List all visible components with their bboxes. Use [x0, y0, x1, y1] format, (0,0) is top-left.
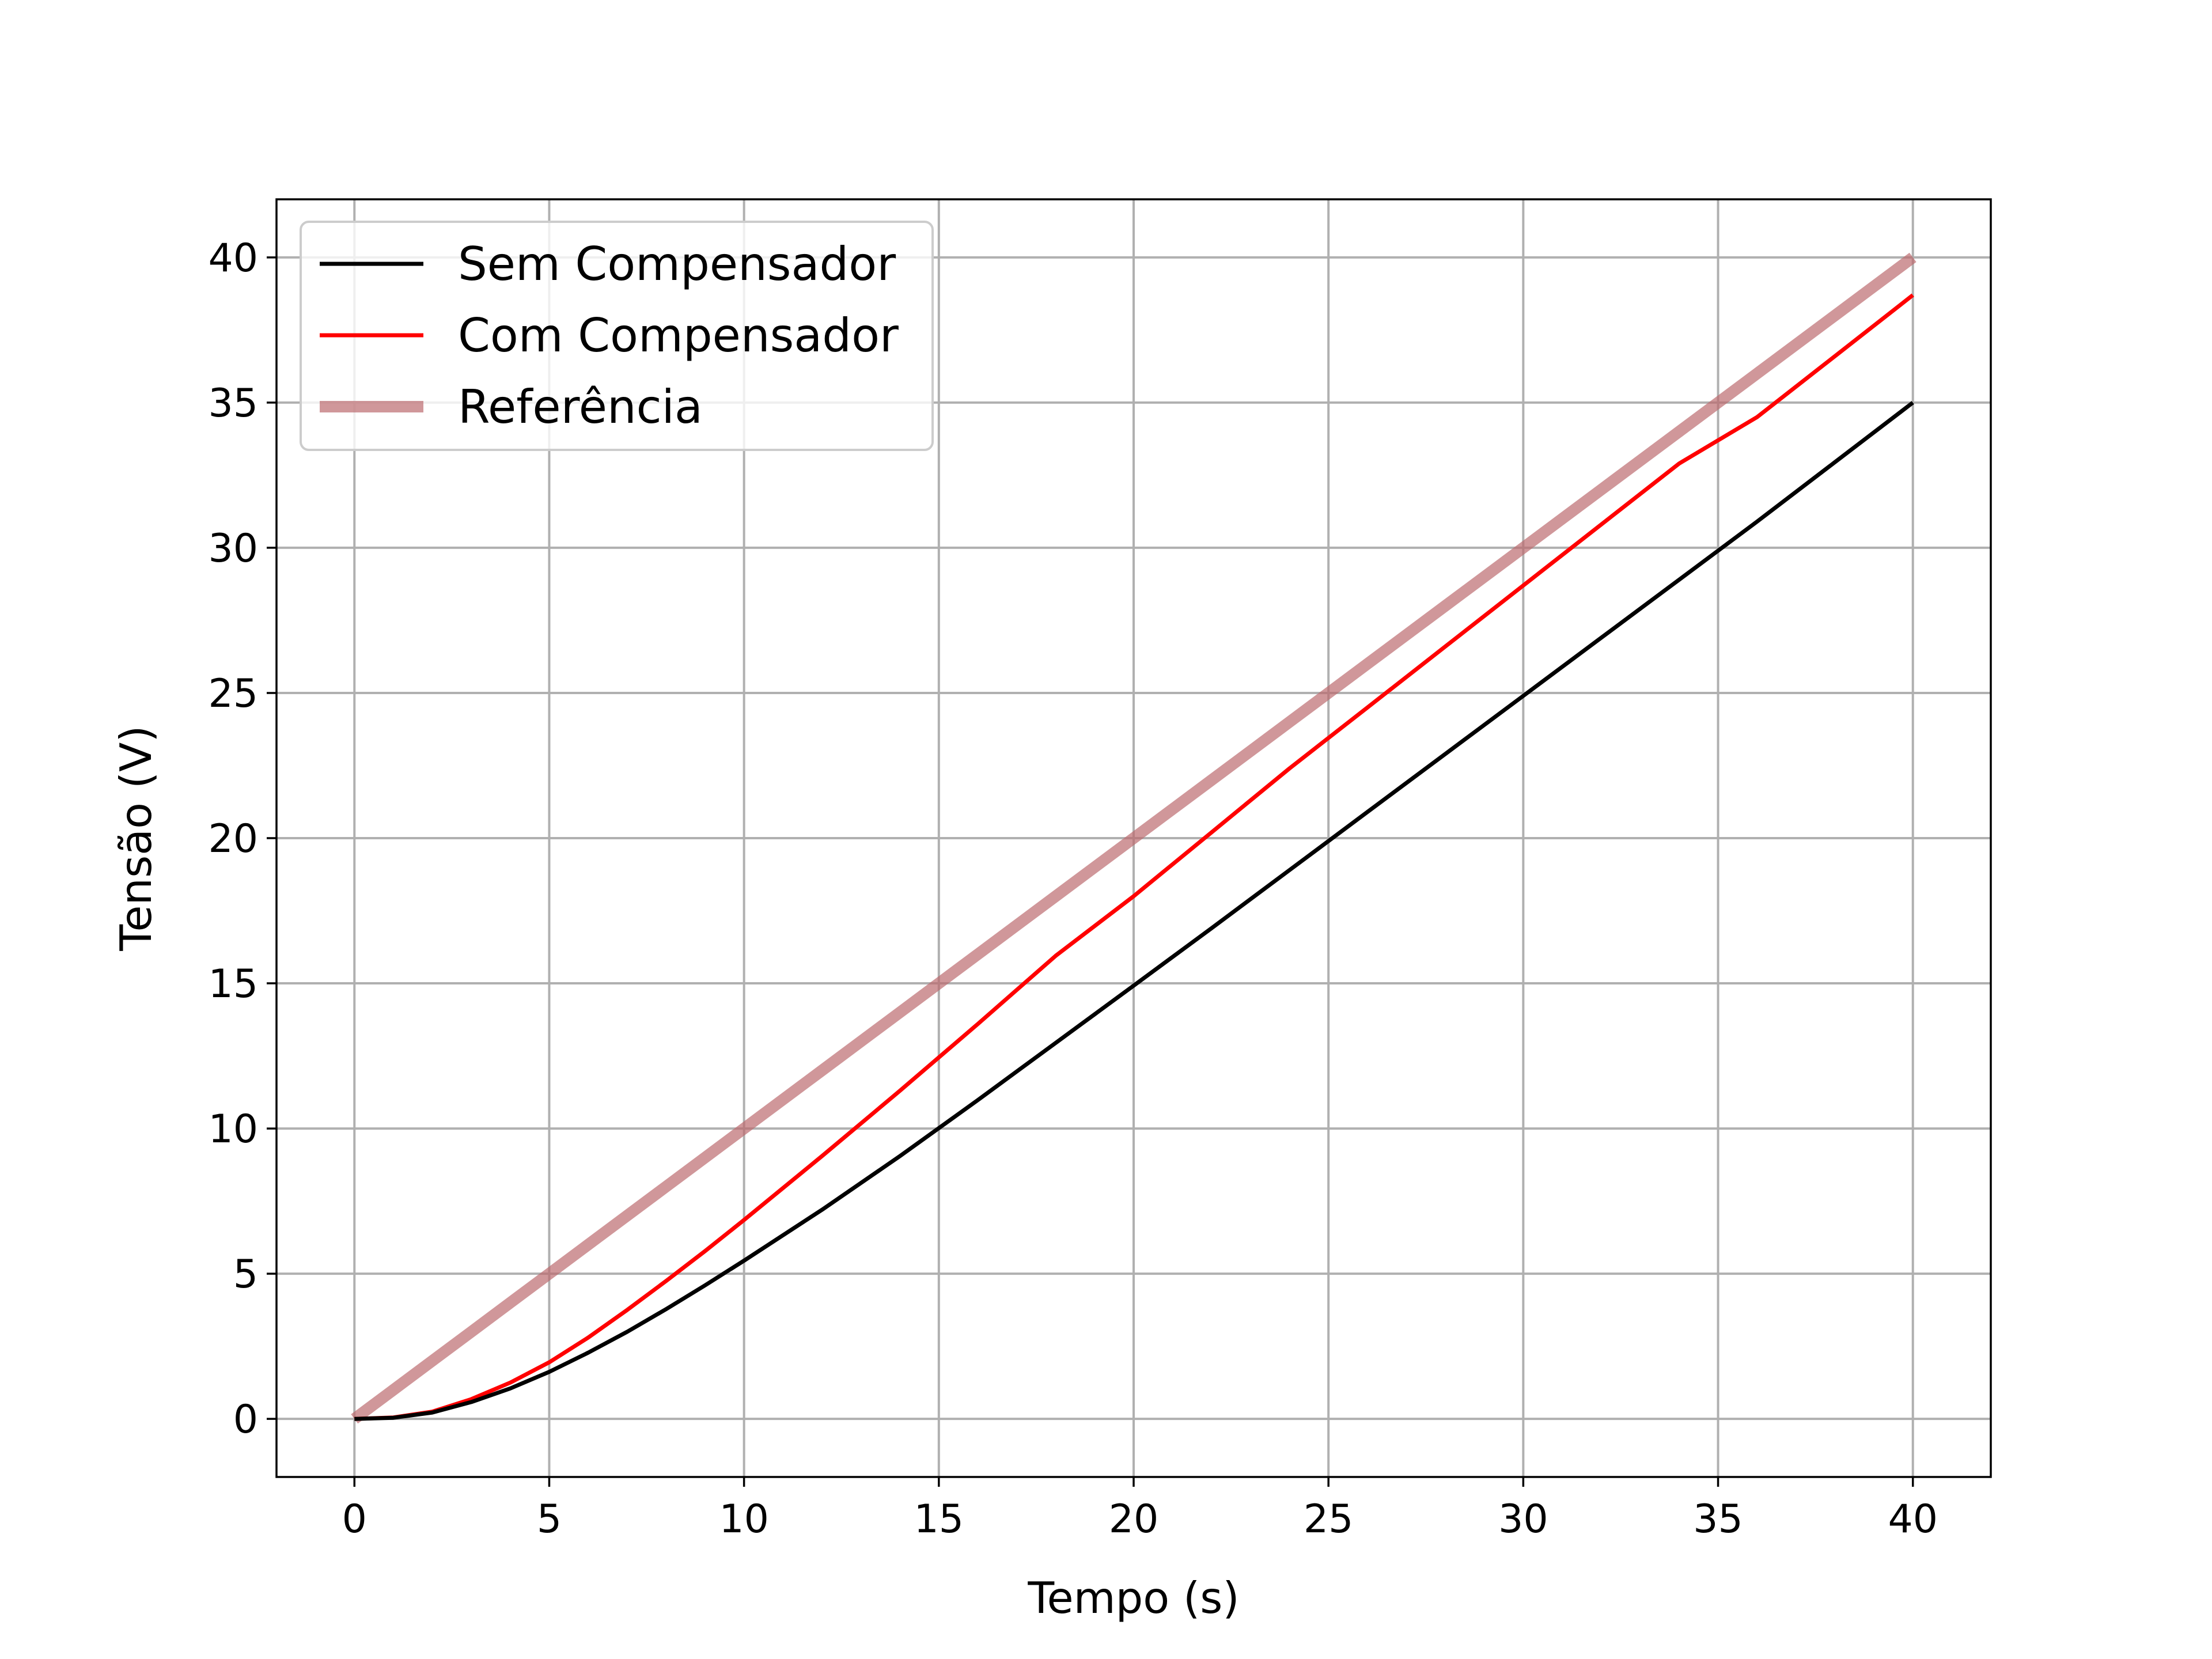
series-lines — [351, 252, 1916, 1424]
series-line-1 — [354, 293, 1914, 1421]
legend-label: Referência — [458, 380, 703, 434]
x-tick-label: 5 — [537, 1497, 562, 1542]
y-tick-label: 40 — [208, 236, 258, 281]
legend-label: Com Compensador — [458, 309, 899, 362]
x-tick-label: 10 — [719, 1497, 769, 1542]
series-line-0 — [354, 401, 1914, 1421]
legend-box — [300, 221, 934, 451]
x-tick-label: 0 — [342, 1497, 367, 1542]
series-line-2 — [351, 252, 1916, 1424]
y-tick-label: 15 — [208, 961, 258, 1007]
legend: Sem Compensador Com Compensador Referência — [300, 221, 934, 451]
x-tick-label: 15 — [914, 1497, 964, 1542]
x-axis-label: Tempo (s) — [1027, 1573, 1239, 1623]
y-tick-label: 30 — [208, 526, 258, 571]
legend-label: Sem Compensador — [458, 237, 896, 291]
axis-ticks: 0 5 10 15 20 25 30 35 40 0 5 10 15 20 25 30 35 40 — [208, 236, 1938, 1542]
x-tick-label: 35 — [1693, 1497, 1743, 1542]
y-tick-label: 0 — [233, 1397, 258, 1442]
y-tick-label: 5 — [233, 1252, 258, 1297]
x-tick-label: 40 — [1888, 1497, 1938, 1542]
y-axis-label: Tensão (V) — [111, 725, 161, 951]
y-tick-label: 25 — [208, 671, 258, 717]
y-tick-label: 35 — [208, 381, 258, 426]
x-tick-label: 25 — [1304, 1497, 1354, 1542]
y-tick-label: 20 — [208, 816, 258, 862]
y-tick-label: 10 — [208, 1107, 258, 1152]
x-tick-label: 30 — [1498, 1497, 1548, 1542]
x-tick-label: 20 — [1109, 1497, 1159, 1542]
